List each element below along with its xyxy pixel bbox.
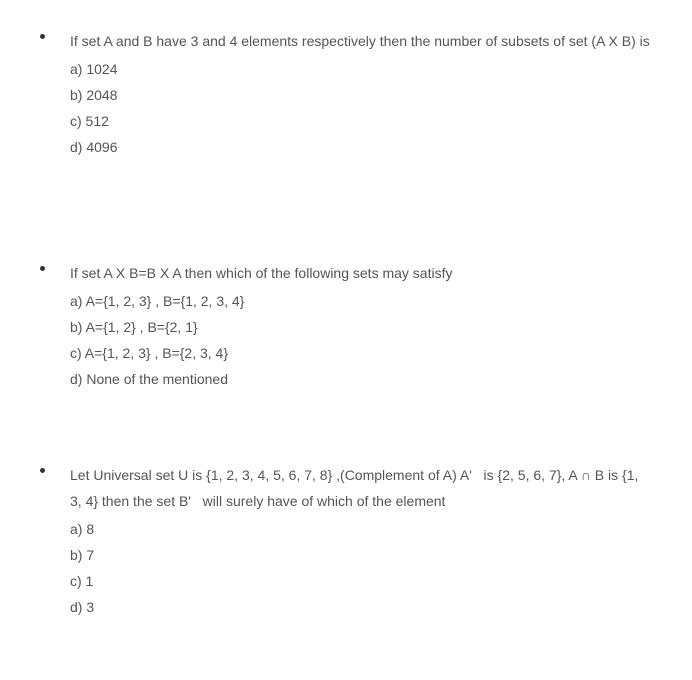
- option-c: c) 512: [70, 108, 652, 134]
- option-d: d) 3: [70, 594, 652, 620]
- option-b: b) A={1, 2} , B={2, 1}: [70, 314, 652, 340]
- option-d: d) None of the mentioned: [70, 366, 652, 392]
- bullet-icon: [40, 34, 45, 39]
- question-block-1: If set A and B have 3 and 4 elements res…: [70, 28, 652, 160]
- question-block-3: Let Universal set U is {1, 2, 3, 4, 5, 6…: [70, 462, 652, 620]
- question-text: Let Universal set U is {1, 2, 3, 4, 5, 6…: [70, 462, 652, 514]
- option-c: c) A={1, 2, 3} , B={2, 3, 4}: [70, 340, 652, 366]
- question-text: If set A X B=B X A then which of the fol…: [70, 260, 652, 286]
- option-b: b) 2048: [70, 82, 652, 108]
- question-text: If set A and B have 3 and 4 elements res…: [70, 28, 652, 54]
- bullet-icon: [40, 468, 45, 473]
- option-d: d) 4096: [70, 134, 652, 160]
- option-b: b) 7: [70, 542, 652, 568]
- question-block-2: If set A X B=B X A then which of the fol…: [70, 260, 652, 392]
- option-a: a) 1024: [70, 56, 652, 82]
- option-c: c) 1: [70, 568, 652, 594]
- option-a: a) 8: [70, 516, 652, 542]
- bullet-icon: [40, 266, 45, 271]
- option-a: a) A={1, 2, 3} , B={1, 2, 3, 4}: [70, 288, 652, 314]
